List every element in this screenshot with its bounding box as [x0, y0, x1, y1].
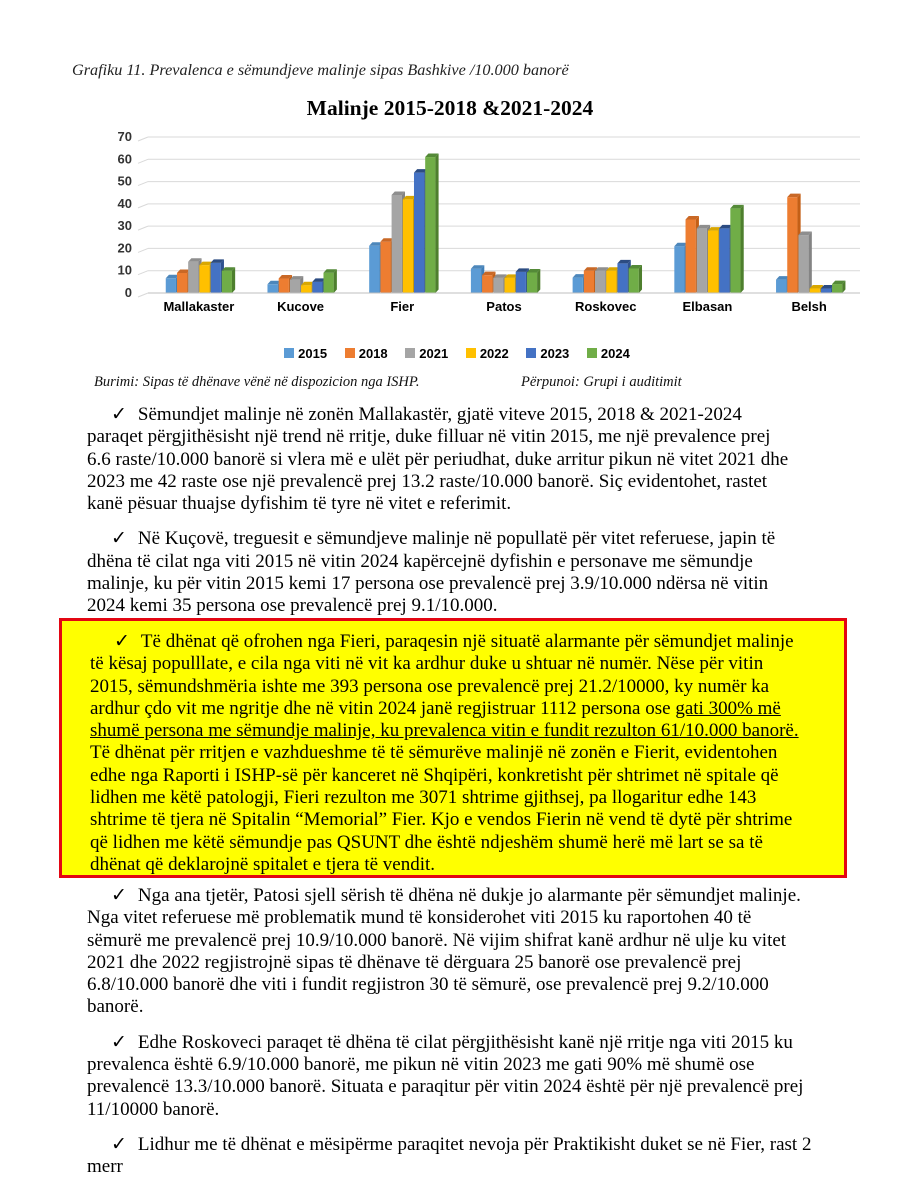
svg-text:60: 60	[118, 151, 132, 166]
svg-text:Mallakaster: Mallakaster	[163, 299, 234, 314]
svg-text:30: 30	[118, 218, 132, 233]
svg-text:10: 10	[118, 263, 132, 278]
svg-text:20: 20	[118, 240, 132, 255]
svg-text:Belsh: Belsh	[791, 299, 826, 314]
svg-text:50: 50	[118, 174, 132, 189]
svg-text:0: 0	[125, 285, 132, 300]
svg-text:Patos: Patos	[486, 299, 521, 314]
svg-text:70: 70	[118, 129, 132, 144]
svg-text:Kucove: Kucove	[277, 299, 324, 314]
svg-text:Elbasan: Elbasan	[682, 299, 732, 314]
svg-text:Roskovec: Roskovec	[575, 299, 636, 314]
svg-text:40: 40	[118, 196, 132, 211]
svg-text:Fier: Fier	[390, 299, 414, 314]
